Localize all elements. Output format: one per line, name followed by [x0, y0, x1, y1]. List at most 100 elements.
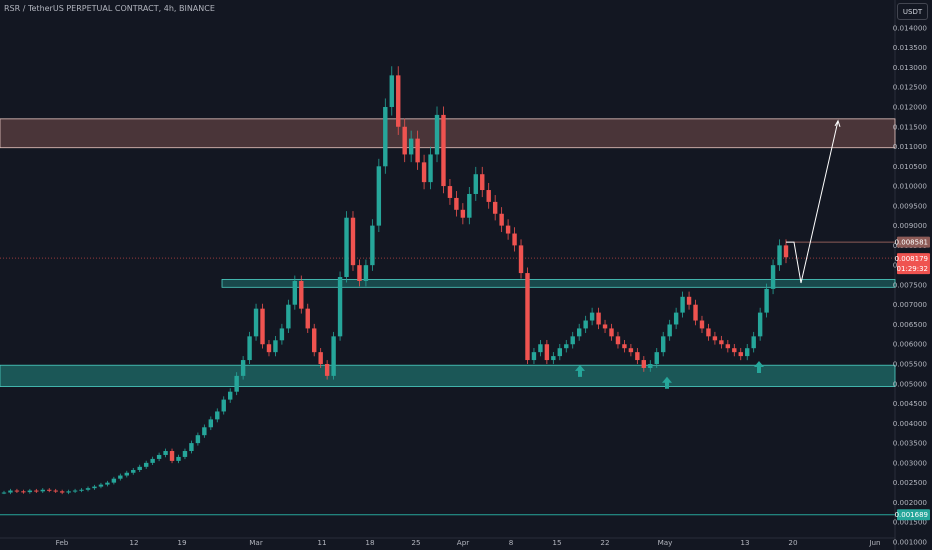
y-tick-label: 0.002500 — [893, 478, 928, 487]
candle-body — [576, 328, 582, 337]
candle-body — [376, 166, 382, 226]
candle-body — [408, 138, 414, 155]
candle-body — [163, 451, 168, 455]
y-tick-label: 0.009500 — [893, 201, 928, 210]
candle-body — [680, 296, 685, 313]
candle-body — [751, 336, 756, 349]
candle-body — [609, 328, 614, 337]
candle-body — [544, 344, 550, 361]
y-tick-label: 0.011500 — [893, 122, 928, 131]
y-tick-label: 0.009000 — [893, 221, 928, 230]
y-tick-label: 0.007000 — [893, 300, 928, 309]
candle-body — [622, 344, 627, 349]
candle-body — [661, 336, 666, 353]
candle-body — [434, 114, 440, 155]
candle-body — [59, 491, 65, 493]
candle-body — [421, 162, 427, 183]
currency-button[interactable]: USDT — [897, 3, 928, 20]
y-tick-label: 0.004500 — [893, 399, 928, 408]
candle-body — [92, 486, 97, 489]
candle-body — [156, 454, 162, 459]
candle-body — [538, 344, 543, 353]
candle-body — [292, 280, 298, 305]
candle-body — [712, 336, 718, 341]
candle-body — [47, 489, 52, 491]
y-tick-label: 0.002000 — [893, 498, 928, 507]
candle-body — [72, 490, 78, 492]
candle-body — [312, 328, 317, 353]
candle-body — [486, 190, 491, 202]
candle-body — [331, 336, 336, 376]
y-tick-label: 0.003500 — [893, 439, 928, 448]
candle-body — [137, 466, 142, 470]
candle-body — [21, 491, 26, 493]
candle-body — [777, 245, 782, 266]
candle-body — [53, 490, 58, 492]
candle-body — [454, 197, 459, 210]
candle-body — [124, 472, 129, 476]
candle-body — [589, 312, 595, 321]
candle-body — [79, 489, 84, 491]
candle-body — [286, 304, 291, 329]
x-tick-label: 20 — [788, 538, 798, 547]
candle-body — [512, 233, 517, 246]
candle-body — [518, 245, 524, 274]
up-arrow-icon — [575, 364, 585, 377]
candle-body — [725, 344, 731, 349]
price-label-text: 0.001689 — [895, 511, 928, 519]
y-tick-label: 0.010500 — [893, 162, 928, 171]
candle-body — [195, 435, 201, 444]
candle-body — [363, 265, 369, 281]
candle-body — [531, 352, 537, 361]
candle-body — [551, 356, 556, 361]
x-tick-label: 18 — [365, 538, 375, 547]
candle-body — [8, 490, 13, 493]
candle-body — [266, 344, 272, 353]
y-tick-label: 0.014000 — [893, 23, 928, 32]
candle-body — [641, 360, 647, 368]
candle-body — [143, 462, 149, 467]
candle-body — [745, 348, 750, 357]
candle-body — [98, 484, 104, 487]
price-label-box — [897, 509, 930, 521]
candle-body — [105, 482, 110, 485]
candle-body — [350, 217, 356, 266]
candle-body — [757, 312, 763, 337]
candle-body — [570, 336, 575, 345]
candle-body — [693, 304, 698, 321]
candle-body — [732, 348, 737, 353]
x-tick-label: 22 — [600, 538, 609, 547]
projection-path — [786, 120, 839, 284]
candle-body — [505, 225, 511, 234]
candle-body — [40, 489, 45, 492]
y-tick-label: 0.001500 — [893, 518, 928, 527]
y-tick-label: 0.001000 — [893, 537, 928, 546]
y-tick-label: 0.012000 — [893, 102, 928, 111]
candle-body — [428, 154, 433, 183]
candle-body — [738, 352, 743, 357]
support-zone — [0, 364, 896, 387]
candle-body — [480, 174, 485, 191]
price-label-box — [897, 236, 930, 248]
level-zone — [221, 278, 896, 288]
candle-body — [215, 411, 220, 420]
up-arrow-icon — [662, 376, 672, 389]
candle-body — [299, 280, 304, 309]
candle-body — [305, 308, 310, 329]
x-tick-label: 12 — [129, 538, 138, 547]
y-tick-label: 0.004000 — [893, 419, 928, 428]
candle-body — [564, 344, 569, 349]
candle-body — [176, 456, 181, 461]
candle-body — [14, 490, 20, 492]
candle-body — [473, 174, 478, 194]
candle-body — [279, 328, 285, 341]
y-tick-label: 0.013000 — [893, 63, 928, 72]
y-tick-label: 0.005500 — [893, 360, 928, 369]
candle-body — [247, 336, 252, 361]
candle-body — [654, 352, 659, 365]
candle-body — [234, 375, 239, 392]
price-label-text: 0.008581 — [895, 239, 928, 247]
candle-body — [499, 213, 504, 226]
candle-body — [628, 348, 634, 353]
